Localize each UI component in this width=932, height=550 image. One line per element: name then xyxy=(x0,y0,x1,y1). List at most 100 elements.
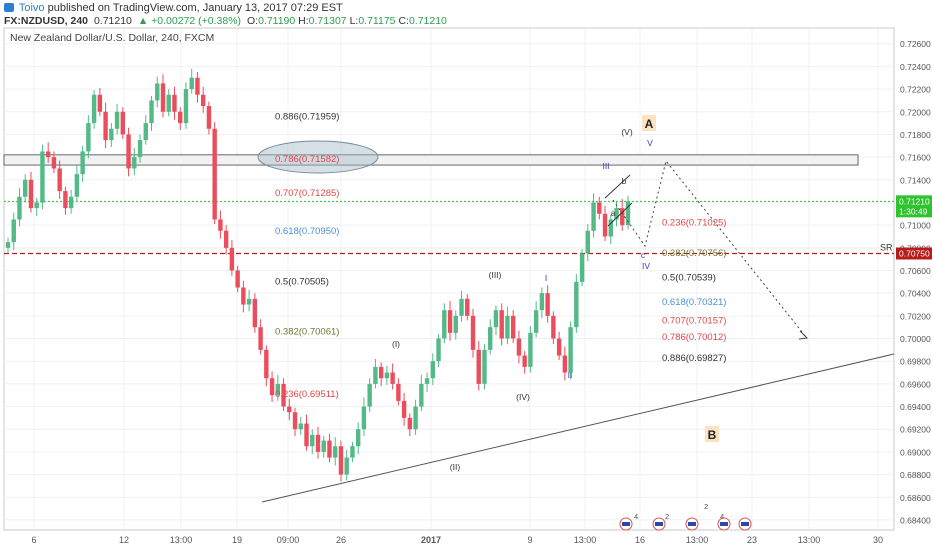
candle-body xyxy=(436,338,441,362)
candle-body xyxy=(407,417,413,430)
candle-body xyxy=(183,89,189,124)
candle-body xyxy=(114,111,120,129)
wave-letter-box xyxy=(642,115,656,131)
candle-body xyxy=(608,219,613,237)
open-label: O: xyxy=(246,15,259,27)
event-flag-stripe xyxy=(720,522,728,526)
candle-body xyxy=(246,298,252,305)
candle-body xyxy=(5,242,11,248)
candle-body xyxy=(143,123,148,141)
wave-label: (III) xyxy=(489,270,502,280)
wave-label: I xyxy=(545,273,547,283)
event-count: 4 xyxy=(634,512,638,521)
price-badge-countdown: 1:30:49 xyxy=(899,206,928,216)
time-axis[interactable]: 6 12 13:00 19 09:00 26 2017 9 13:00 16 13:00 23 13:0… xyxy=(31,535,883,545)
price-tick-label: 0.70000 xyxy=(900,334,931,344)
time-tick-label: 26 xyxy=(336,535,346,545)
candle-body xyxy=(206,106,212,129)
fib-level-right: 0.382(0.70756) xyxy=(662,248,726,259)
candle-body xyxy=(597,202,602,214)
price-tick-label: 0.71000 xyxy=(900,221,931,231)
open-value: 0.71190 xyxy=(258,15,296,27)
time-tick-label: 16 xyxy=(635,535,645,545)
candle-body xyxy=(384,372,390,379)
candle-body xyxy=(103,111,108,141)
price-tick-label: 0.69400 xyxy=(900,402,931,412)
candle-body xyxy=(109,128,114,141)
candle-body xyxy=(614,208,619,220)
event-flag-stripe xyxy=(655,522,663,526)
candle-body xyxy=(574,281,579,328)
candle-body xyxy=(378,366,384,379)
economic-events[interactable]: 4 2 2 4 xyxy=(619,502,752,531)
candle-body xyxy=(419,383,424,407)
candle-body xyxy=(155,83,160,101)
candle-body xyxy=(350,446,355,458)
fib-level-left: 0.707(0.71285) xyxy=(275,188,339,199)
candle-body xyxy=(516,338,522,356)
plot-frame xyxy=(3,27,895,531)
low-label: L: xyxy=(349,15,359,27)
candle-body xyxy=(11,219,16,243)
price-tick-label: 0.69600 xyxy=(900,379,931,389)
candle-body xyxy=(195,77,200,95)
candle-body xyxy=(620,208,625,226)
candle-body xyxy=(430,361,436,379)
wedge-upper xyxy=(604,174,631,199)
wave-label: (IV) xyxy=(516,392,530,402)
candle-body xyxy=(338,446,344,475)
candle-body xyxy=(522,355,527,367)
candle-body xyxy=(63,191,68,209)
candle-body xyxy=(287,406,292,413)
candle-body xyxy=(344,457,349,475)
candles xyxy=(5,68,631,482)
candle-body xyxy=(97,94,103,112)
candle-body xyxy=(86,123,91,152)
fib-level-left: 0.236(0.69511) xyxy=(275,389,339,400)
price-tick-label: 0.72600 xyxy=(900,39,931,49)
price-tick-label: 0.70600 xyxy=(900,266,931,276)
candle-body xyxy=(424,378,430,384)
price-tick-label: 0.69200 xyxy=(900,425,931,435)
wave-label: IV xyxy=(642,261,650,271)
last-price: 0.71210 xyxy=(93,15,132,27)
candle-body xyxy=(539,293,545,311)
price-badge-value: 0.70750 xyxy=(899,248,930,258)
wave-letter: A xyxy=(645,117,654,131)
wave-label: c xyxy=(641,250,646,260)
event-flag-stripe xyxy=(622,522,630,526)
candle-body xyxy=(200,94,206,107)
candle-body xyxy=(510,315,516,339)
event-count: 2 xyxy=(704,502,708,511)
candle-body xyxy=(235,270,240,288)
fib-level-right: 0.236(0.71025) xyxy=(662,217,726,228)
price-tick-label: 0.68800 xyxy=(900,470,931,480)
candle-body xyxy=(355,429,361,447)
candle-body xyxy=(533,310,539,333)
candle-body xyxy=(390,372,395,384)
candle-body xyxy=(568,327,573,373)
event-flag-stripe xyxy=(741,522,749,526)
candle-body xyxy=(373,366,378,384)
candle-body xyxy=(241,287,246,305)
candle-body xyxy=(333,446,338,458)
candle-body xyxy=(149,100,154,124)
fib-level-right: 0.707(0.70157) xyxy=(662,316,726,327)
candle-body xyxy=(562,355,568,373)
candle-body xyxy=(470,315,476,350)
candle-body xyxy=(459,298,464,316)
price-axis[interactable]: 0.72600 0.72400 0.72200 0.72000 0.71800 0.716… xyxy=(896,39,932,525)
candle-body xyxy=(132,157,137,169)
candle-body xyxy=(80,151,85,175)
candle-body xyxy=(137,140,143,158)
time-tick-label: 13:00 xyxy=(170,535,193,545)
candle-body xyxy=(292,412,298,430)
rising-trendline xyxy=(261,353,895,503)
price-tick-label: 0.72000 xyxy=(900,107,931,117)
candle-body xyxy=(551,315,556,339)
candle-body xyxy=(223,230,229,248)
candle-body xyxy=(556,338,562,356)
candle-body xyxy=(264,349,269,379)
author-link[interactable]: Toivo xyxy=(18,2,45,14)
